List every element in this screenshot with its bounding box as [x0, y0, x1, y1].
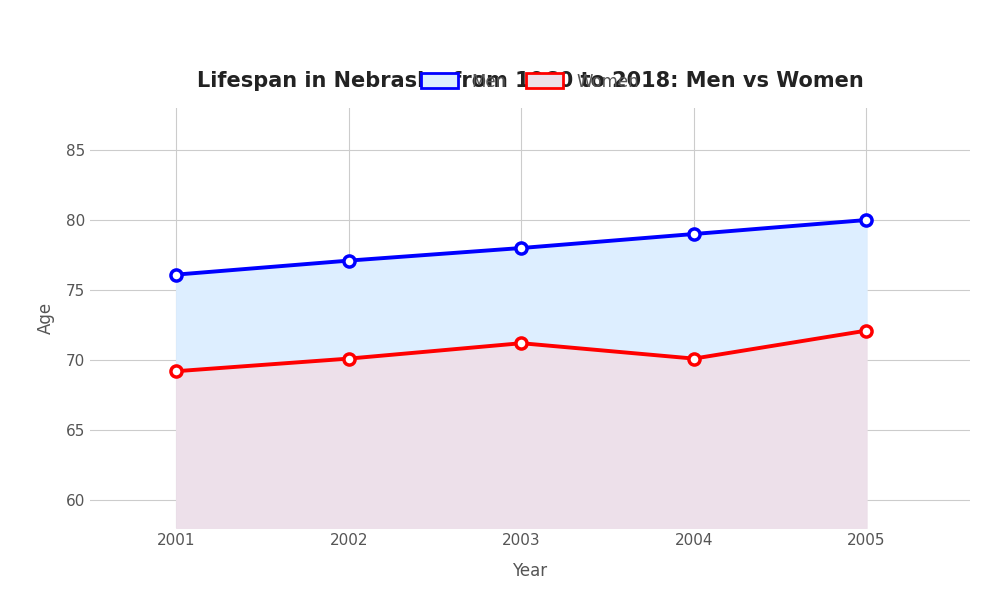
- Title: Lifespan in Nebraska from 1960 to 2018: Men vs Women: Lifespan in Nebraska from 1960 to 2018: …: [197, 71, 863, 91]
- Legend: Men, Women: Men, Women: [414, 66, 646, 97]
- Y-axis label: Age: Age: [37, 302, 55, 334]
- X-axis label: Year: Year: [512, 562, 548, 580]
